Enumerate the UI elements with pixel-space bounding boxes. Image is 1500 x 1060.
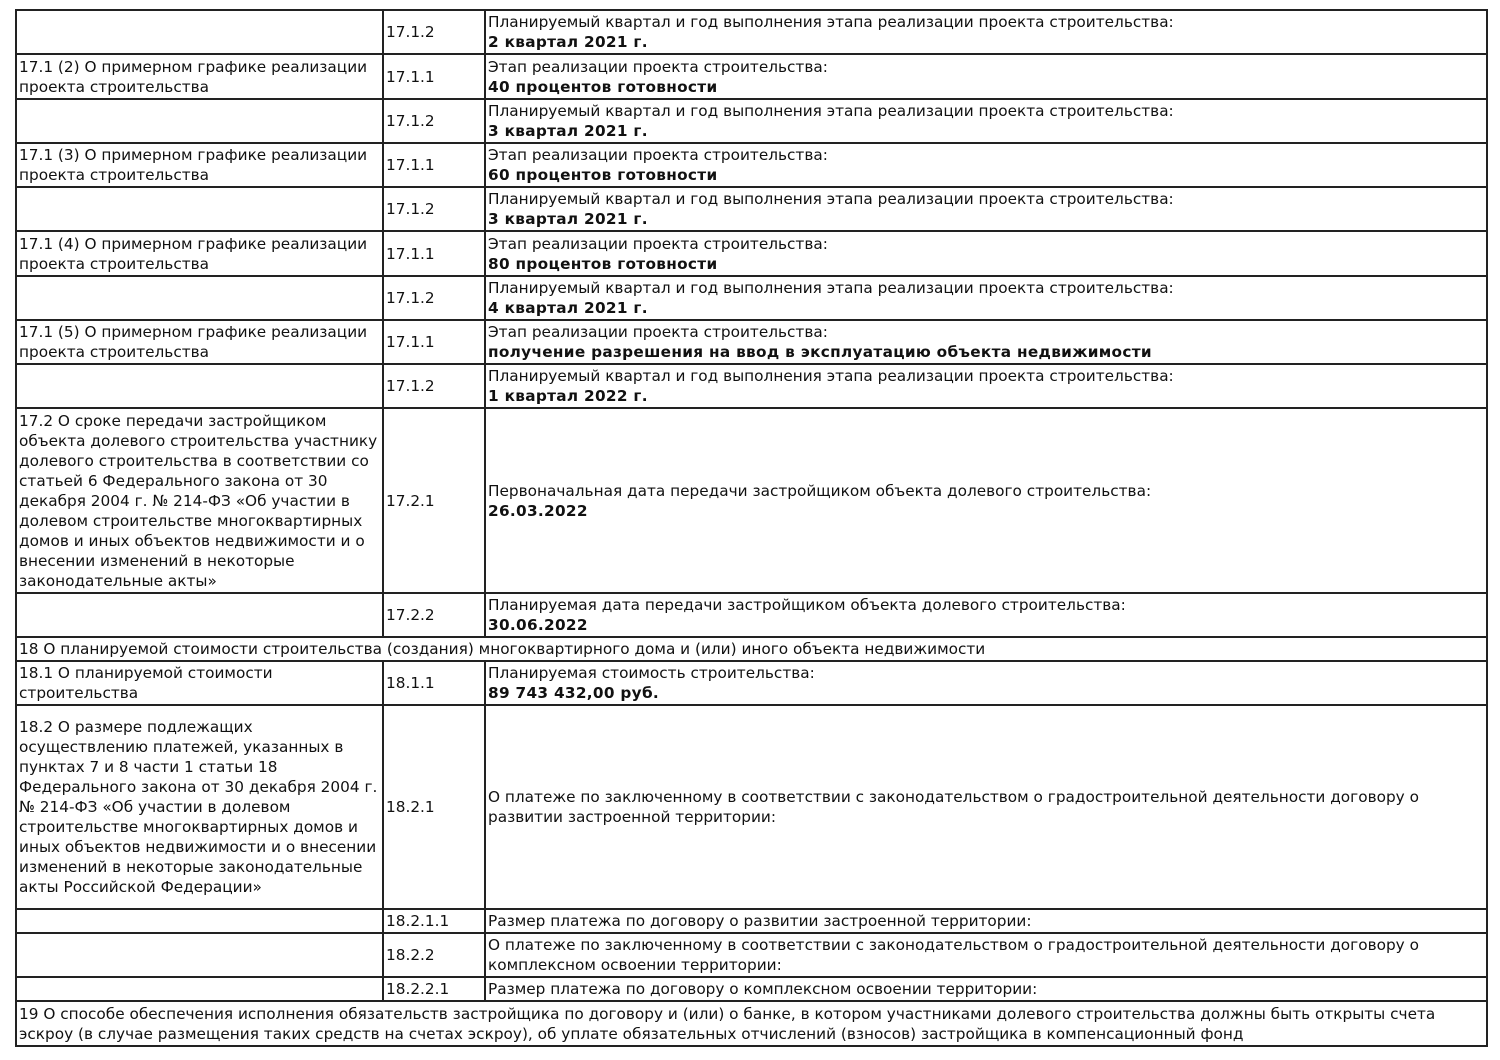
item-content: Этап реализации проекта строительства: 80…	[484, 230, 1488, 277]
table-row: 17.1 (3) О примерном графике реализации …	[15, 142, 1488, 188]
table-row: 17.1.2 Планируемый квартал и год выполнен…	[15, 363, 1488, 409]
item-label: Планируемый квартал и год выполнения эта…	[488, 13, 1174, 31]
table-row: 17.1 (2) О примерном графике реализации …	[15, 53, 1488, 100]
item-code: 17.1.2	[382, 186, 486, 232]
section-cell	[15, 275, 384, 321]
item-content: О платеже по заключенному в соответствии…	[484, 932, 1488, 978]
item-value: 89 743 432,00 руб.	[488, 684, 660, 702]
table-row: 17.1 (5) О примерном графике реализации …	[15, 319, 1488, 365]
section-cell	[15, 932, 384, 978]
section-heading: 18 О планируемой стоимости строительства…	[15, 636, 1488, 662]
item-label: Планируемый квартал и год выполнения эта…	[488, 279, 1174, 297]
item-content: Этап реализации проекта строительства: 60…	[484, 142, 1488, 188]
section-cell: 17.1 (5) О примерном графике реализации …	[15, 319, 384, 365]
item-label: О платеже по заключенному в соответствии…	[488, 788, 1419, 826]
item-label: Планируемый квартал и год выполнения эта…	[488, 102, 1174, 120]
item-code: 17.2.1	[382, 407, 486, 594]
item-value: 1 квартал 2022 г.	[488, 387, 648, 405]
table-row: 17.2 О сроке передачи застройщиком объек…	[15, 407, 1488, 594]
section-cell	[15, 976, 384, 1002]
item-code: 17.1.1	[382, 230, 486, 277]
item-value: 80 процентов готовности	[488, 254, 718, 273]
item-label: Планируемый квартал и год выполнения эта…	[488, 367, 1174, 385]
item-code: 18.2.1.1	[382, 908, 486, 934]
section-cell: 17.1 (3) О примерном графике реализации …	[15, 142, 384, 188]
item-code: 18.2.2.1	[382, 976, 486, 1002]
section-cell: 18.1 О планируемой стоимости строительст…	[15, 660, 384, 706]
section-cell: 17.2 О сроке передачи застройщиком объек…	[15, 407, 384, 594]
item-value: 2 квартал 2021 г.	[488, 33, 648, 51]
item-label: Первоначальная дата передачи застройщико…	[488, 481, 1152, 500]
table-row: 18.2.1.1 Размер платежа по договору о раз…	[15, 908, 1488, 934]
item-content: Размер платежа по договору о развитии за…	[484, 908, 1488, 934]
section-cell	[15, 98, 384, 144]
item-label: Размер платежа по договору о развитии за…	[488, 912, 1032, 930]
item-content: Этап реализации проекта строительства: по…	[484, 319, 1488, 365]
table-row: 18 О планируемой стоимости строительства…	[15, 636, 1488, 662]
item-code: 17.1.2	[382, 9, 486, 55]
item-code: 17.1.2	[382, 98, 486, 144]
item-content: Первоначальная дата передачи застройщико…	[484, 407, 1488, 594]
section-cell	[15, 9, 384, 55]
item-content: Планируемый квартал и год выполнения эта…	[484, 9, 1488, 55]
item-label: Планируемая дата передачи застройщиком о…	[488, 596, 1126, 614]
project-declaration-table: 17.1.2 Планируемый квартал и год выполнен…	[15, 9, 1488, 1047]
item-label: Этап реализации проекта строительства:	[488, 234, 828, 253]
table-row: 19 О способе обеспечения исполнения обяз…	[15, 1000, 1488, 1047]
item-value: 4 квартал 2021 г.	[488, 299, 648, 317]
item-content: Планируемая стоимость строительства: 89 7…	[484, 660, 1488, 706]
item-label: Планируемый квартал и год выполнения эта…	[488, 190, 1174, 208]
table-row: 17.1 (4) О примерном графике реализации …	[15, 230, 1488, 277]
item-value: 26.03.2022	[488, 501, 588, 520]
item-content: Планируемый квартал и год выполнения эта…	[484, 363, 1488, 409]
item-code: 17.1.2	[382, 363, 486, 409]
table-row: 18.2 О размере подлежащих осуществлению …	[15, 704, 1488, 910]
item-value: 3 квартал 2021 г.	[488, 122, 648, 140]
item-label: Этап реализации проекта строительства:	[488, 146, 828, 164]
item-content: Размер платежа по договору о комплексном…	[484, 976, 1488, 1002]
item-label: О платеже по заключенному в соответствии…	[488, 936, 1419, 974]
section-cell	[15, 592, 384, 638]
table-row: 17.2.2 Планируемая дата передачи застройщ…	[15, 592, 1488, 638]
item-value: 3 квартал 2021 г.	[488, 210, 648, 228]
section-cell	[15, 186, 384, 232]
table-row: 17.1.2 Планируемый квартал и год выполнен…	[15, 275, 1488, 321]
item-content: Планируемый квартал и год выполнения эта…	[484, 186, 1488, 232]
item-value: 60 процентов готовности	[488, 166, 718, 184]
section-cell	[15, 363, 384, 409]
item-value: 30.06.2022	[488, 616, 588, 634]
item-content: Планируемый квартал и год выполнения эта…	[484, 98, 1488, 144]
item-content: Планируемая дата передачи застройщиком о…	[484, 592, 1488, 638]
item-code: 17.1.1	[382, 142, 486, 188]
table-row: 18.1 О планируемой стоимости строительст…	[15, 660, 1488, 706]
section-cell	[15, 908, 384, 934]
item-value: получение разрешения на ввод в эксплуата…	[488, 343, 1152, 361]
table-row: 17.1.2 Планируемый квартал и год выполнен…	[15, 186, 1488, 232]
item-content: О платеже по заключенному в соответствии…	[484, 704, 1488, 910]
item-code: 17.1.1	[382, 319, 486, 365]
item-label: Этап реализации проекта строительства:	[488, 323, 828, 341]
item-label: Планируемая стоимость строительства:	[488, 664, 815, 682]
item-code: 18.2.1	[382, 704, 486, 910]
item-value: 40 процентов готовности	[488, 77, 718, 96]
item-content: Планируемый квартал и год выполнения эта…	[484, 275, 1488, 321]
section-cell: 18.2 О размере подлежащих осуществлению …	[15, 704, 384, 910]
item-code: 17.1.1	[382, 53, 486, 100]
section-cell: 17.1 (2) О примерном графике реализации …	[15, 53, 384, 100]
item-code: 18.1.1	[382, 660, 486, 706]
item-label: Размер платежа по договору о комплексном…	[488, 980, 1038, 998]
table-row: 17.1.2 Планируемый квартал и год выполнен…	[15, 98, 1488, 144]
item-code: 18.2.2	[382, 932, 486, 978]
table-row: 18.2.2.1 Размер платежа по договору о ком…	[15, 976, 1488, 1002]
table-row: 17.1.2 Планируемый квартал и год выполнен…	[15, 9, 1488, 55]
item-label: Этап реализации проекта строительства:	[488, 57, 828, 76]
table-row: 18.2.2 О платеже по заключенному в соотве…	[15, 932, 1488, 978]
item-code: 17.2.2	[382, 592, 486, 638]
item-code: 17.1.2	[382, 275, 486, 321]
section-cell: 17.1 (4) О примерном графике реализации …	[15, 230, 384, 277]
section-heading: 19 О способе обеспечения исполнения обяз…	[15, 1000, 1488, 1047]
item-content: Этап реализации проекта строительства: 40…	[484, 53, 1488, 100]
